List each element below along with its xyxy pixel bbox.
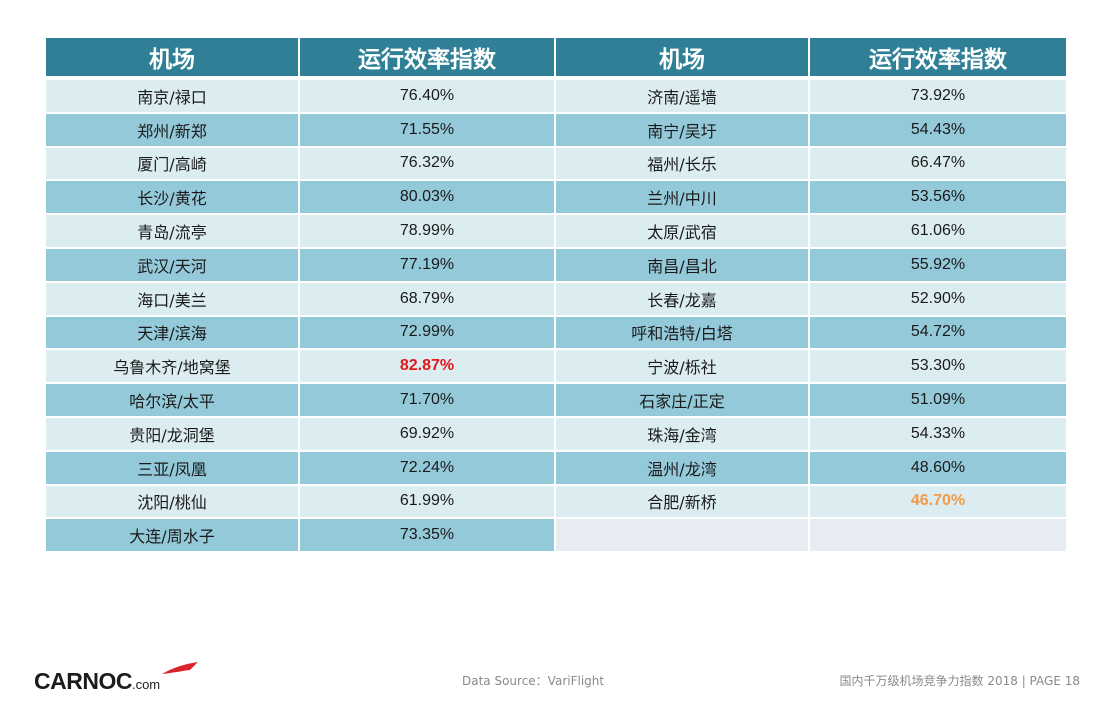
empty-cell	[556, 519, 810, 554]
airport-name-cell: 三亚/凤凰	[46, 451, 300, 486]
airport-name-cell: 海口/美兰	[46, 282, 300, 317]
efficiency-index-cell: 71.70%	[300, 384, 556, 418]
airport-efficiency-table: 机场 运行效率指数 机场 运行效率指数 南京/禄口 76.40% 济南/遥墙 73.9…	[46, 38, 1066, 554]
airport-name-cell: 厦门/高崎	[46, 147, 300, 182]
airport-name-cell: 珠海/金湾	[556, 417, 810, 452]
efficiency-index-cell: 80.03%	[300, 181, 556, 216]
efficiency-index-cell: 53.56%	[810, 181, 1066, 216]
efficiency-index-cell: 61.06%	[810, 215, 1066, 249]
table-row: 天津/滨海 72.99% 呼和浩特/白塔 54.72%	[46, 316, 1066, 351]
airport-name-cell: 太原/武宿	[556, 215, 810, 249]
airport-name-cell: 青岛/流亭	[46, 215, 300, 249]
table-row: 厦门/高崎 76.32% 福州/长乐 66.47%	[46, 147, 1066, 182]
table-header-row: 机场 运行效率指数 机场 运行效率指数	[46, 38, 1066, 80]
airport-name-cell: 南京/禄口	[46, 80, 300, 114]
airport-name-cell: 哈尔滨/太平	[46, 384, 300, 418]
efficiency-index-cell: 66.47%	[810, 147, 1066, 182]
efficiency-index-cell: 76.40%	[300, 80, 556, 114]
airport-name-cell: 郑州/新郑	[46, 113, 300, 148]
efficiency-index-cell: 82.87%	[300, 350, 556, 385]
carnoc-logo: CARNOC.com	[34, 662, 198, 695]
table-row: 武汉/天河 77.19% 南昌/昌北 55.92%	[46, 248, 1066, 283]
airport-name-cell: 兰州/中川	[556, 181, 810, 216]
logo-text: CARNOC	[34, 668, 132, 694]
efficiency-index-cell: 73.35%	[300, 519, 556, 554]
airport-name-cell: 宁波/栎社	[556, 350, 810, 385]
header-airport-right: 机场	[556, 38, 810, 80]
report-page-label: 国内千万级机场竞争力指数 2018 | PAGE 18	[839, 674, 1080, 688]
header-airport-left: 机场	[46, 38, 300, 80]
table-row: 南京/禄口 76.40% 济南/遥墙 73.92%	[46, 80, 1066, 114]
airport-name-cell: 贵阳/龙洞堡	[46, 417, 300, 452]
table-row: 长沙/黄花 80.03% 兰州/中川 53.56%	[46, 181, 1066, 216]
airport-name-cell: 大连/周水子	[46, 519, 300, 554]
efficiency-index-cell: 55.92%	[810, 248, 1066, 283]
airport-name-cell: 南宁/吴圩	[556, 113, 810, 148]
efficiency-index-cell: 48.60%	[810, 451, 1066, 486]
airport-name-cell: 乌鲁木齐/地窝堡	[46, 350, 300, 385]
empty-cell	[810, 519, 1066, 554]
table-row: 大连/周水子 73.35%	[46, 519, 1066, 554]
table-row: 海口/美兰 68.79% 长春/龙嘉 52.90%	[46, 282, 1066, 317]
airport-name-cell: 天津/滨海	[46, 316, 300, 351]
airport-name-cell: 福州/长乐	[556, 147, 810, 182]
efficiency-index-cell: 54.72%	[810, 316, 1066, 351]
airport-name-cell: 长春/龙嘉	[556, 282, 810, 317]
airport-name-cell: 呼和浩特/白塔	[556, 316, 810, 351]
header-index-right: 运行效率指数	[810, 38, 1066, 80]
logo-swoosh-icon	[162, 662, 198, 674]
table-body: 南京/禄口 76.40% 济南/遥墙 73.92% 郑州/新郑 71.55% 南宁/吴圩 54…	[46, 80, 1066, 554]
data-source: Data Source：VariFlight	[462, 674, 605, 688]
efficiency-index-cell: 52.90%	[810, 282, 1066, 317]
logo-suffix: .com	[131, 677, 161, 692]
airport-name-cell: 长沙/黄花	[46, 181, 300, 216]
efficiency-index-cell: 54.33%	[810, 417, 1066, 452]
efficiency-index-cell: 71.55%	[300, 113, 556, 148]
efficiency-index-cell: 51.09%	[810, 384, 1066, 418]
airport-name-cell: 沈阳/桃仙	[46, 485, 300, 520]
airport-name-cell: 石家庄/正定	[556, 384, 810, 418]
table-row: 郑州/新郑 71.55% 南宁/吴圩 54.43%	[46, 113, 1066, 148]
efficiency-index-cell: 78.99%	[300, 215, 556, 249]
airport-name-cell: 合肥/新桥	[556, 485, 810, 520]
efficiency-index-cell: 73.92%	[810, 80, 1066, 114]
efficiency-index-cell: 46.70%	[810, 485, 1066, 520]
efficiency-index-cell: 72.24%	[300, 451, 556, 486]
table-row: 乌鲁木齐/地窝堡 82.87% 宁波/栎社 53.30%	[46, 350, 1066, 385]
efficiency-index-cell: 76.32%	[300, 147, 556, 182]
table-row: 沈阳/桃仙 61.99% 合肥/新桥 46.70%	[46, 485, 1066, 520]
airport-name-cell: 济南/遥墙	[556, 80, 810, 114]
table-row: 三亚/凤凰 72.24% 温州/龙湾 48.60%	[46, 451, 1066, 486]
efficiency-index-cell: 61.99%	[300, 485, 556, 520]
efficiency-index-cell: 77.19%	[300, 248, 556, 283]
efficiency-index-cell: 72.99%	[300, 316, 556, 351]
table-row: 贵阳/龙洞堡 69.92% 珠海/金湾 54.33%	[46, 417, 1066, 452]
airport-name-cell: 温州/龙湾	[556, 451, 810, 486]
table-row: 哈尔滨/太平 71.70% 石家庄/正定 51.09%	[46, 384, 1066, 418]
airport-name-cell: 南昌/昌北	[556, 248, 810, 283]
airport-name-cell: 武汉/天河	[46, 248, 300, 283]
table-row: 青岛/流亭 78.99% 太原/武宿 61.06%	[46, 215, 1066, 249]
efficiency-index-cell: 68.79%	[300, 282, 556, 317]
efficiency-index-cell: 69.92%	[300, 417, 556, 452]
efficiency-index-cell: 54.43%	[810, 113, 1066, 148]
header-index-left: 运行效率指数	[300, 38, 556, 80]
efficiency-index-cell: 53.30%	[810, 350, 1066, 385]
